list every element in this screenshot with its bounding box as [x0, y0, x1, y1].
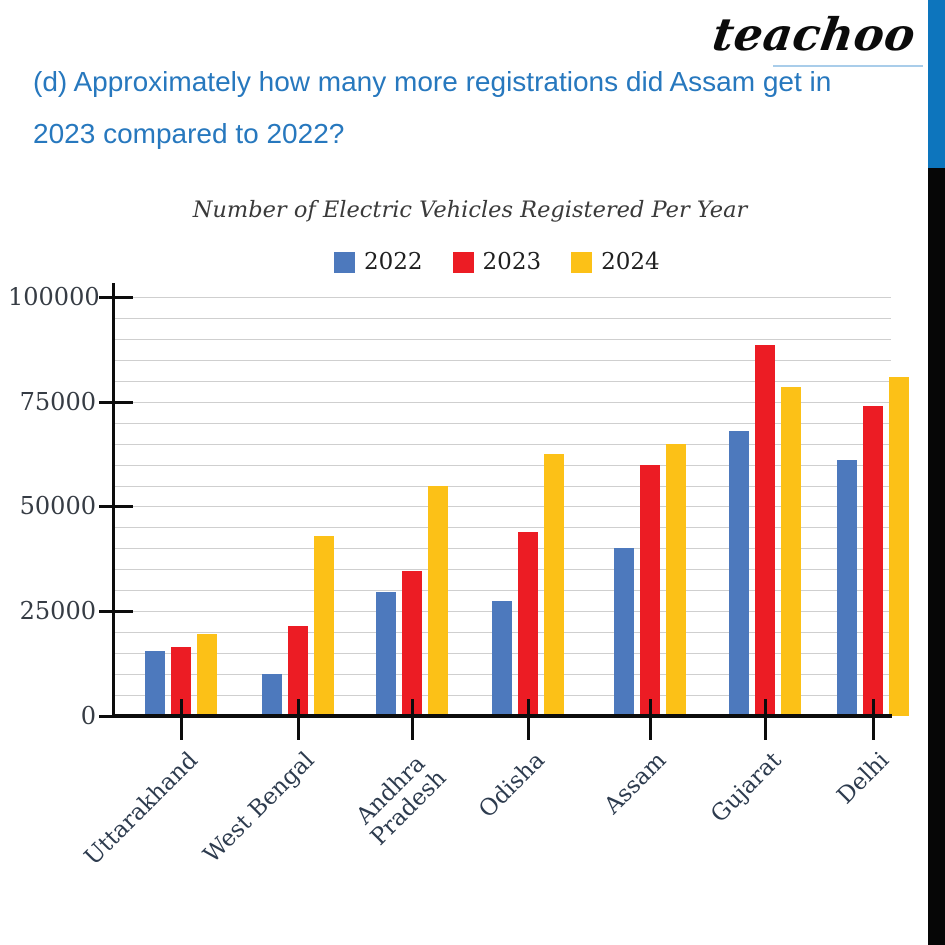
legend-item-2022: 2022	[334, 249, 423, 275]
bar-2023-5	[755, 345, 775, 716]
x-axis-tick-4	[649, 699, 652, 740]
legend-swatch-2022	[334, 251, 355, 273]
gridline-35000	[115, 569, 891, 570]
gridline-65000	[115, 444, 891, 445]
x-axis-label-6: Delhi	[832, 747, 895, 810]
y-axis-label-25000: 25000	[19, 597, 96, 625]
right-edge-black-stripe	[928, 168, 945, 945]
legend-swatch-2023	[452, 251, 474, 273]
bar-2022-5	[729, 431, 749, 716]
bar-2023-0	[171, 647, 191, 716]
bar-2022-4	[614, 548, 634, 716]
bar-2022-0	[145, 651, 165, 716]
x-axis-tick-0	[180, 699, 183, 740]
bar-2023-1	[288, 626, 308, 716]
legend-item-2024: 2024	[571, 249, 660, 275]
gridline-100000	[115, 297, 891, 298]
y-axis-tick-50000	[99, 505, 133, 508]
bar-2024-4	[666, 444, 686, 716]
y-axis-tick-25000	[99, 610, 133, 613]
x-axis-label-0: Uttarakhand	[79, 747, 203, 871]
x-axis-tick-3	[527, 699, 530, 740]
y-axis-label-75000: 75000	[19, 388, 96, 416]
gridline-50000	[115, 506, 891, 507]
bar-2024-6	[889, 377, 909, 716]
logo-underline	[773, 65, 923, 67]
bar-2024-3	[544, 454, 564, 716]
x-axis-label-5: Gujarat	[706, 747, 787, 828]
gridline-30000	[115, 590, 891, 591]
y-axis-label-0: 0	[80, 702, 96, 730]
gridline-95000	[115, 318, 891, 319]
bar-2022-2	[376, 592, 396, 716]
gridline-70000	[115, 423, 891, 424]
x-axis-label-2: Andhra Pradesh	[351, 750, 452, 851]
question-text-line-1: (d) Approximately how many more registra…	[33, 66, 832, 97]
gridline-40000	[115, 548, 891, 549]
legend-swatch-2024	[571, 251, 593, 273]
legend-label-2023: 2023	[482, 249, 542, 275]
x-axis-tick-2	[411, 699, 414, 740]
y-axis-line	[112, 283, 115, 717]
x-axis-line	[112, 714, 892, 718]
y-axis-label-100000: 100000	[8, 283, 100, 311]
bar-2024-0	[197, 634, 217, 716]
gridline-75000	[115, 402, 891, 403]
x-axis-tick-6	[872, 699, 875, 740]
gridline-85000	[115, 360, 891, 361]
bar-2024-2	[428, 486, 448, 716]
bar-2022-3	[492, 601, 512, 716]
y-axis-tick-0	[99, 715, 133, 718]
y-axis-label-50000: 50000	[19, 492, 96, 520]
gridline-45000	[115, 527, 891, 528]
bar-2023-4	[640, 465, 660, 716]
bar-2022-1	[262, 674, 282, 716]
x-axis-label-4: Assam	[599, 747, 672, 820]
y-axis-tick-100000	[99, 296, 133, 299]
x-axis-label-3: Odisha	[473, 747, 550, 824]
chart-title: Number of Electric Vehicles Registered P…	[192, 197, 748, 223]
x-axis-tick-1	[297, 699, 300, 740]
chart-legend: 2022 2023 2024	[334, 249, 660, 275]
x-axis-label-1: West Bengal	[198, 747, 320, 869]
gridline-55000	[115, 486, 891, 487]
bar-2022-6	[837, 460, 857, 716]
y-axis-tick-75000	[99, 401, 133, 404]
gridline-60000	[115, 465, 891, 466]
legend-label-2022: 2022	[364, 249, 423, 275]
bar-2024-5	[781, 387, 801, 716]
bar-2024-1	[314, 536, 334, 716]
question-text-line-2: 2023 compared to 2022?	[33, 118, 345, 149]
x-axis-tick-5	[764, 699, 767, 740]
bar-2023-6	[863, 406, 883, 716]
right-edge-blue-stripe	[928, 0, 945, 168]
legend-label-2024: 2024	[601, 249, 660, 275]
bar-2023-3	[518, 532, 538, 716]
legend-item-2023: 2023	[452, 249, 542, 275]
bar-2023-2	[402, 571, 422, 716]
gridline-80000	[115, 381, 891, 382]
gridline-90000	[115, 339, 891, 340]
